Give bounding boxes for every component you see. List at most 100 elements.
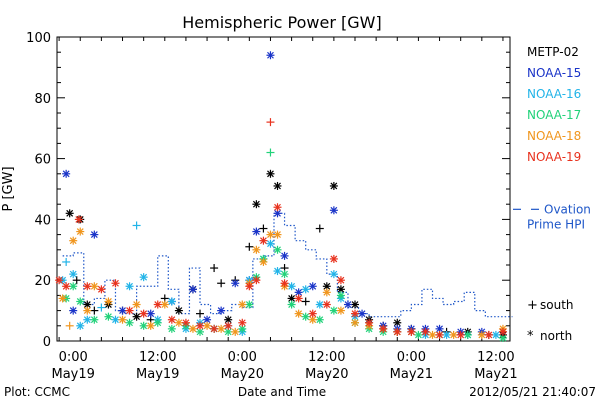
legend-plus-symbol: +: [527, 298, 538, 313]
star-marker: [58, 294, 67, 303]
star-marker: [83, 306, 92, 315]
star-marker: [167, 324, 176, 333]
x-tick-time: 0:00: [59, 350, 88, 365]
x-tick-date: May20: [305, 367, 348, 382]
star-marker: [153, 318, 162, 327]
star-marker: [125, 318, 134, 327]
plus-marker: [210, 264, 219, 273]
legend-series-label: NOAA-17: [527, 108, 581, 122]
star-marker: [315, 300, 324, 309]
star-marker: [498, 327, 507, 336]
plus-marker: [266, 148, 275, 157]
star-marker: [308, 282, 317, 291]
star-marker: [379, 324, 388, 333]
star-marker: [217, 324, 226, 333]
star-marker: [287, 300, 296, 309]
star-marker: [217, 306, 226, 315]
star-marker: [55, 276, 64, 285]
star-marker: [280, 251, 289, 260]
x-tick-date: May19: [136, 367, 179, 382]
y-axis-label: P [GW]: [1, 166, 16, 211]
star-marker: [146, 321, 155, 330]
star-marker: [484, 330, 493, 339]
star-marker: [181, 318, 190, 327]
star-marker: [287, 282, 296, 291]
x-tick-time: 12:00: [139, 350, 176, 365]
plus-marker: [217, 279, 226, 288]
star-marker: [351, 309, 360, 318]
footer-timestamp: 2012/05/21 21:40:07: [469, 385, 596, 399]
y-tick-label: 0: [43, 335, 51, 350]
star-marker: [329, 270, 338, 279]
star-marker: [174, 306, 183, 315]
star-marker: [146, 309, 155, 318]
x-tick-time: 0:00: [397, 350, 426, 365]
star-marker: [111, 279, 120, 288]
plus-marker: [245, 242, 254, 251]
x-tick-time: 12:00: [308, 350, 345, 365]
plus-marker: [90, 306, 99, 315]
star-marker: [336, 291, 345, 300]
star-marker: [139, 321, 148, 330]
y-tick-label: 60: [34, 153, 51, 168]
star-marker: [104, 312, 113, 321]
star-marker: [329, 306, 338, 315]
star-marker: [266, 239, 275, 248]
star-marker: [224, 321, 233, 330]
star-marker: [294, 309, 303, 318]
star-marker: [203, 321, 212, 330]
star-marker: [456, 330, 465, 339]
star-marker: [273, 230, 282, 239]
star-marker: [139, 273, 148, 282]
chart-title: Hemispheric Power [GW]: [182, 13, 381, 32]
star-marker: [273, 203, 282, 212]
plus-marker: [266, 118, 275, 127]
star-marker: [160, 300, 169, 309]
star-marker: [69, 306, 78, 315]
star-marker: [252, 276, 261, 285]
star-marker: [336, 285, 345, 294]
x-tick-date: May19: [51, 367, 94, 382]
legend-series-label: NOAA-19: [527, 150, 581, 164]
x-tick-date: May21: [390, 367, 433, 382]
star-marker: [329, 181, 338, 190]
plus-marker: [196, 309, 205, 318]
star-marker: [118, 315, 127, 324]
star-marker: [351, 318, 360, 327]
star-marker: [308, 315, 317, 324]
star-marker: [83, 315, 92, 324]
star-marker: [259, 257, 268, 266]
x-tick-date: May20: [221, 367, 264, 382]
star-marker: [407, 327, 416, 336]
star-marker: [196, 321, 205, 330]
star-marker: [308, 309, 317, 318]
star-marker: [273, 267, 282, 276]
star-marker: [245, 282, 254, 291]
star-marker: [76, 227, 85, 236]
legend-ovation-line2: Prime HPI: [527, 217, 585, 231]
star-marker: [65, 209, 74, 218]
x-tick-time: 12:00: [477, 350, 514, 365]
y-tick-label: 40: [34, 213, 51, 228]
star-marker: [231, 327, 240, 336]
star-marker: [83, 282, 92, 291]
star-marker: [358, 309, 367, 318]
star-marker: [104, 297, 113, 306]
star-marker: [477, 330, 486, 339]
star-marker: [301, 312, 310, 321]
star-marker: [414, 330, 423, 339]
star-marker: [69, 282, 78, 291]
ovation-hpi-line: [62, 212, 513, 318]
star-marker: [132, 312, 141, 321]
star-marker: [252, 200, 261, 209]
star-marker: [266, 230, 275, 239]
star-marker: [188, 324, 197, 333]
star-marker: [336, 306, 345, 315]
star-marker: [259, 236, 268, 245]
star-marker: [90, 230, 99, 239]
star-marker: [329, 254, 338, 263]
star-marker: [315, 315, 324, 324]
star-marker: [421, 327, 430, 336]
star-marker: [435, 330, 444, 339]
star-marker: [322, 288, 331, 297]
